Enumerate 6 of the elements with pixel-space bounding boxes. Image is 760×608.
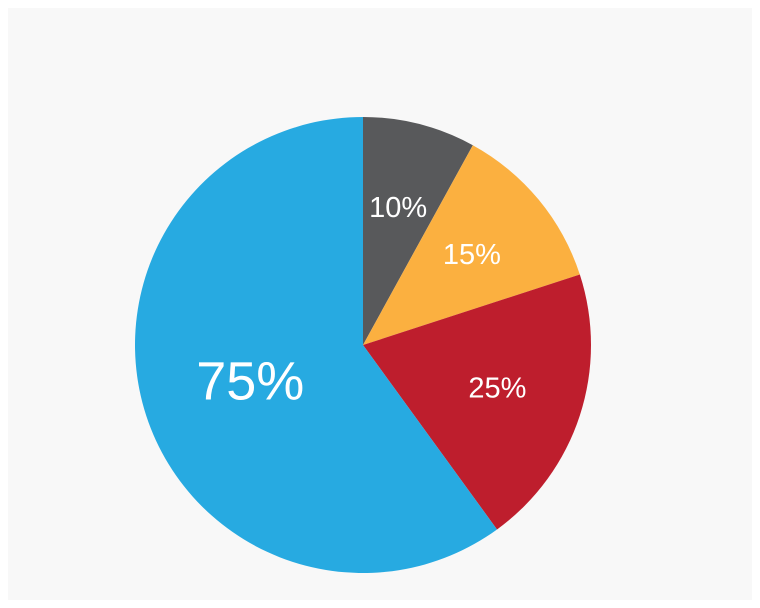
pie-slice xyxy=(363,274,591,530)
data-label: 75% xyxy=(196,352,304,412)
pie-slice xyxy=(363,145,580,345)
data-label: 25% xyxy=(468,372,526,405)
data-label: 10% xyxy=(369,192,428,224)
data-label: 15% xyxy=(442,238,501,271)
